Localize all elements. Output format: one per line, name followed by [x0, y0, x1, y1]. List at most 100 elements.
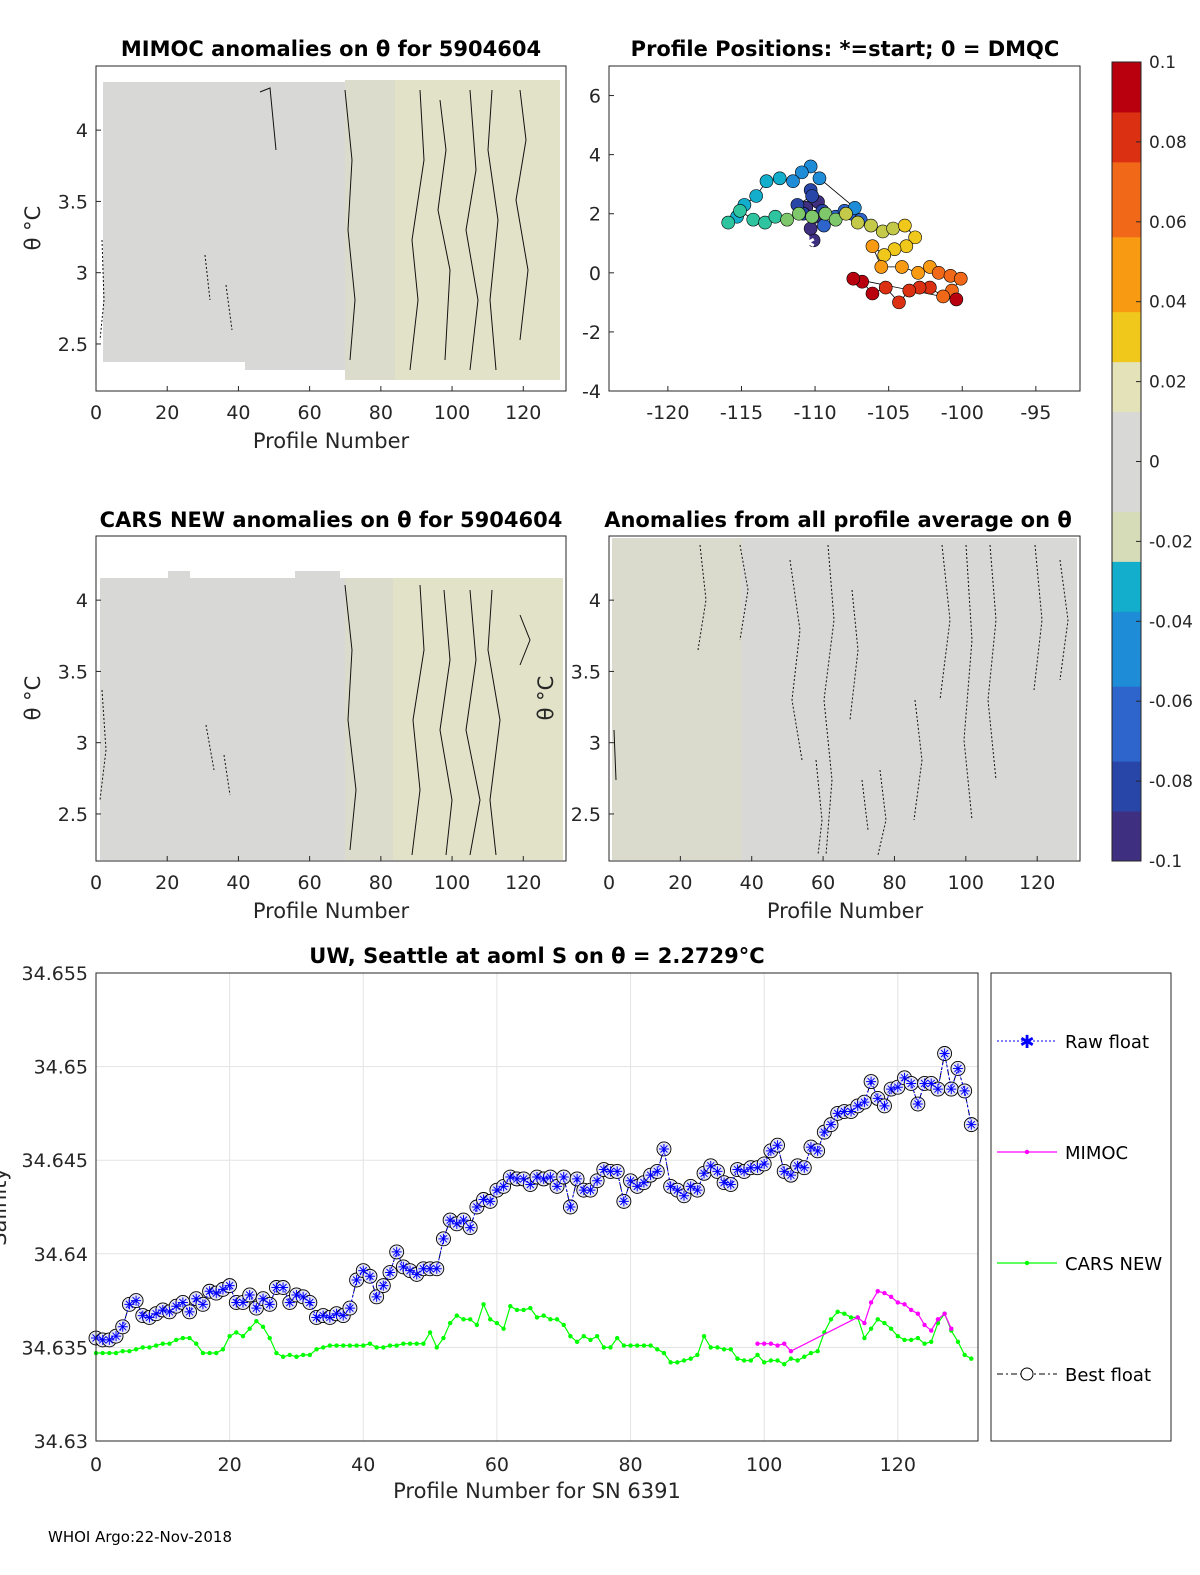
- raw-float-marker: [552, 1181, 563, 1192]
- positions-xtick-label: -95: [1020, 402, 1051, 424]
- colorbar-band: [1112, 536, 1141, 562]
- profile-position-track: [721, 159, 968, 310]
- colorbar-tick-label: 0.02: [1149, 373, 1187, 393]
- series-point: [862, 1320, 867, 1326]
- salinity-ytick-label: 34.63: [34, 1431, 88, 1453]
- salinity-xlabel: Profile Number for SN 6391: [393, 1479, 681, 1503]
- series-point: [902, 1302, 907, 1307]
- profile-position-dot: [749, 189, 763, 203]
- colorbar-band: [1112, 686, 1141, 712]
- mimoc-xtick-label: 40: [226, 402, 250, 424]
- mimoc-anomaly-field: [99, 80, 560, 380]
- series-point: [761, 1360, 767, 1365]
- raw-float-marker: [458, 1215, 469, 1226]
- colorbar-band: [1112, 111, 1141, 138]
- series-point: [508, 1304, 513, 1309]
- raw-float-marker: [231, 1297, 242, 1308]
- raw-float-marker: [712, 1166, 723, 1177]
- series-point: [788, 1348, 794, 1354]
- raw-float-marker: [217, 1284, 228, 1295]
- series-point: [568, 1333, 573, 1339]
- positions-ytick-label: 4: [589, 145, 601, 167]
- series-point: [875, 1317, 880, 1322]
- series-point: [200, 1350, 206, 1356]
- legend-item-raw-float: ✱ Raw float: [997, 1032, 1149, 1053]
- raw-float-marker: [565, 1202, 576, 1212]
- series-point: [895, 1300, 901, 1305]
- salinity-ytick-label: 34.64: [34, 1244, 88, 1266]
- raw-float-marker: [425, 1263, 436, 1274]
- series-point: [808, 1350, 814, 1356]
- series-point: [274, 1350, 279, 1356]
- series-point: [768, 1341, 774, 1346]
- series-point: [167, 1341, 172, 1346]
- raw-float-marker: [826, 1119, 836, 1130]
- positions-ytick-label: 6: [589, 86, 601, 108]
- raw-float-marker: [672, 1185, 683, 1196]
- legend-item-mimoc: MIMOC: [997, 1143, 1128, 1164]
- allavg-xtick-label: 100: [948, 872, 984, 894]
- colorbar-band: [1112, 786, 1141, 812]
- salinity-xtick-label: 100: [746, 1454, 782, 1476]
- profile-position-dot: [758, 215, 772, 230]
- colorbar-band: [1112, 161, 1141, 188]
- series-point: [394, 1343, 399, 1348]
- series-point: [280, 1354, 286, 1359]
- cars-anomaly-field: [99, 571, 563, 860]
- raw-float-marker: [177, 1297, 188, 1308]
- profile-position-dot: [805, 189, 819, 203]
- series-point: [120, 1348, 125, 1354]
- profile-position-dot: [768, 209, 783, 224]
- series-point: [855, 1315, 860, 1320]
- series-point: [908, 1307, 914, 1313]
- raw-float-marker: [598, 1164, 609, 1175]
- raw-float-marker: [197, 1299, 208, 1310]
- series-point: [127, 1348, 132, 1354]
- series-point: [761, 1341, 767, 1346]
- raw-float-marker: [238, 1297, 248, 1308]
- cars-ytick-label: 2.5: [58, 804, 88, 826]
- colorbar-tick-label: -0.04: [1149, 612, 1193, 632]
- cars-xtick-label: 0: [90, 872, 102, 894]
- raw-float-marker: [618, 1196, 629, 1207]
- series-point: [782, 1362, 787, 1367]
- colorbar-tick-label: 0.04: [1149, 293, 1187, 313]
- salinity-ytick-label: 34.645: [22, 1150, 88, 1172]
- allavg-ytick-label: 3.5: [571, 661, 601, 683]
- raw-float-marker: [264, 1299, 275, 1310]
- footer-stamp: WHOI Argo:22-Nov-2018: [48, 1528, 232, 1546]
- raw-float-marker: [919, 1078, 930, 1089]
- profile-position-dot: [839, 206, 853, 221]
- raw-float-marker: [645, 1170, 656, 1181]
- colorbar-tick-label: 0.1: [1149, 53, 1176, 73]
- profile-position-dot: [898, 218, 912, 233]
- series-point: [554, 1317, 560, 1322]
- allavg-ylabel: θ °C: [534, 676, 558, 721]
- series-point: [207, 1350, 212, 1356]
- raw-float-marker: [411, 1269, 422, 1280]
- raw-float-marker: [291, 1289, 302, 1300]
- series-point: [541, 1313, 546, 1318]
- raw-float-marker: [805, 1142, 816, 1153]
- raw-float-marker: [685, 1181, 696, 1192]
- profile-position-dot: [908, 230, 922, 245]
- start-marker: ✱: [800, 233, 815, 254]
- series-point: [628, 1343, 633, 1348]
- colorbar-band: [1112, 811, 1141, 837]
- raw-float-marker: [866, 1076, 877, 1087]
- series-point: [147, 1345, 152, 1350]
- series-point: [220, 1347, 226, 1352]
- raw-float-marker: [491, 1185, 502, 1196]
- raw-float-marker: [819, 1127, 830, 1138]
- series-point: [728, 1347, 733, 1352]
- profile-position-dot: [846, 271, 861, 286]
- raw-float-marker: [679, 1190, 689, 1201]
- series-point: [621, 1343, 627, 1348]
- salinity-ytick-label: 34.655: [22, 963, 88, 985]
- allavg-xtick-label: 20: [668, 872, 692, 894]
- raw-float-marker: [97, 1334, 108, 1345]
- series-point: [922, 1341, 927, 1346]
- series-point: [173, 1337, 179, 1343]
- series-point: [668, 1360, 673, 1365]
- series-point: [688, 1356, 693, 1361]
